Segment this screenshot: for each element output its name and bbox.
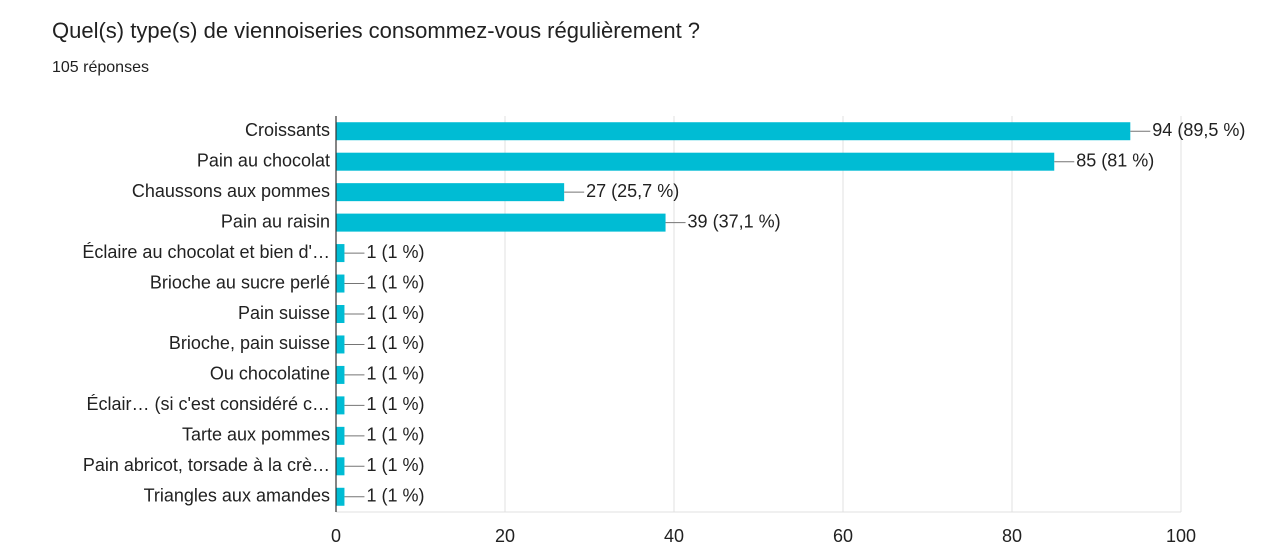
value-label: 1 (1 %) [366, 333, 424, 353]
y-tick-label: Brioche, pain suisse [169, 333, 330, 353]
value-label: 27 (25,7 %) [586, 181, 679, 201]
value-label: 39 (37,1 %) [688, 211, 781, 231]
value-label: 1 (1 %) [366, 272, 424, 292]
value-label: 1 (1 %) [366, 364, 424, 384]
value-label: 1 (1 %) [366, 394, 424, 414]
y-tick-label: Pain suisse [238, 303, 330, 323]
y-tick-label: Chaussons aux pommes [132, 181, 330, 201]
bar [336, 213, 666, 232]
y-tick-label: Tarte aux pommes [182, 425, 330, 445]
bar [336, 183, 565, 202]
x-tick-label: 40 [664, 526, 684, 546]
value-label: 1 (1 %) [366, 486, 424, 506]
y-tick-label: Pain abricot, torsade à la crè… [83, 455, 330, 475]
x-tick-label: 60 [833, 526, 853, 546]
y-tick-label: Pain au chocolat [197, 150, 330, 170]
x-tick-label: 20 [495, 526, 515, 546]
y-tick-label: Pain au raisin [221, 211, 330, 231]
chart-subtitle: 105 réponses [52, 59, 149, 76]
value-label: 94 (89,5 %) [1152, 120, 1245, 140]
y-tick-label: Brioche au sucre perlé [150, 272, 330, 292]
x-tick-label: 0 [331, 526, 341, 546]
value-label: 1 (1 %) [366, 303, 424, 323]
y-tick-label: Éclair… (si c'est considéré c… [86, 394, 330, 414]
bar [336, 396, 345, 415]
bar [336, 335, 345, 354]
bar [336, 426, 345, 445]
bar [336, 244, 345, 263]
x-tick-label: 80 [1002, 526, 1022, 546]
bar [336, 152, 1055, 171]
y-tick-label: Ou chocolatine [210, 364, 330, 384]
bar [336, 274, 345, 293]
y-tick-label: Triangles aux amandes [144, 486, 330, 506]
bar [336, 305, 345, 323]
chart-title: Quel(s) type(s) de viennoiseries consomm… [52, 18, 700, 43]
bar [336, 122, 1131, 141]
bar [336, 457, 345, 476]
value-label: 1 (1 %) [366, 425, 424, 445]
value-label: 1 (1 %) [366, 242, 424, 262]
y-tick-label: Croissants [245, 120, 330, 140]
y-tick-label: Éclaire au chocolat et bien d'… [82, 242, 330, 262]
x-tick-label: 100 [1166, 526, 1196, 546]
bar [336, 487, 345, 506]
value-label: 1 (1 %) [366, 455, 424, 475]
bar [336, 365, 345, 384]
value-label: 85 (81 %) [1076, 150, 1154, 170]
